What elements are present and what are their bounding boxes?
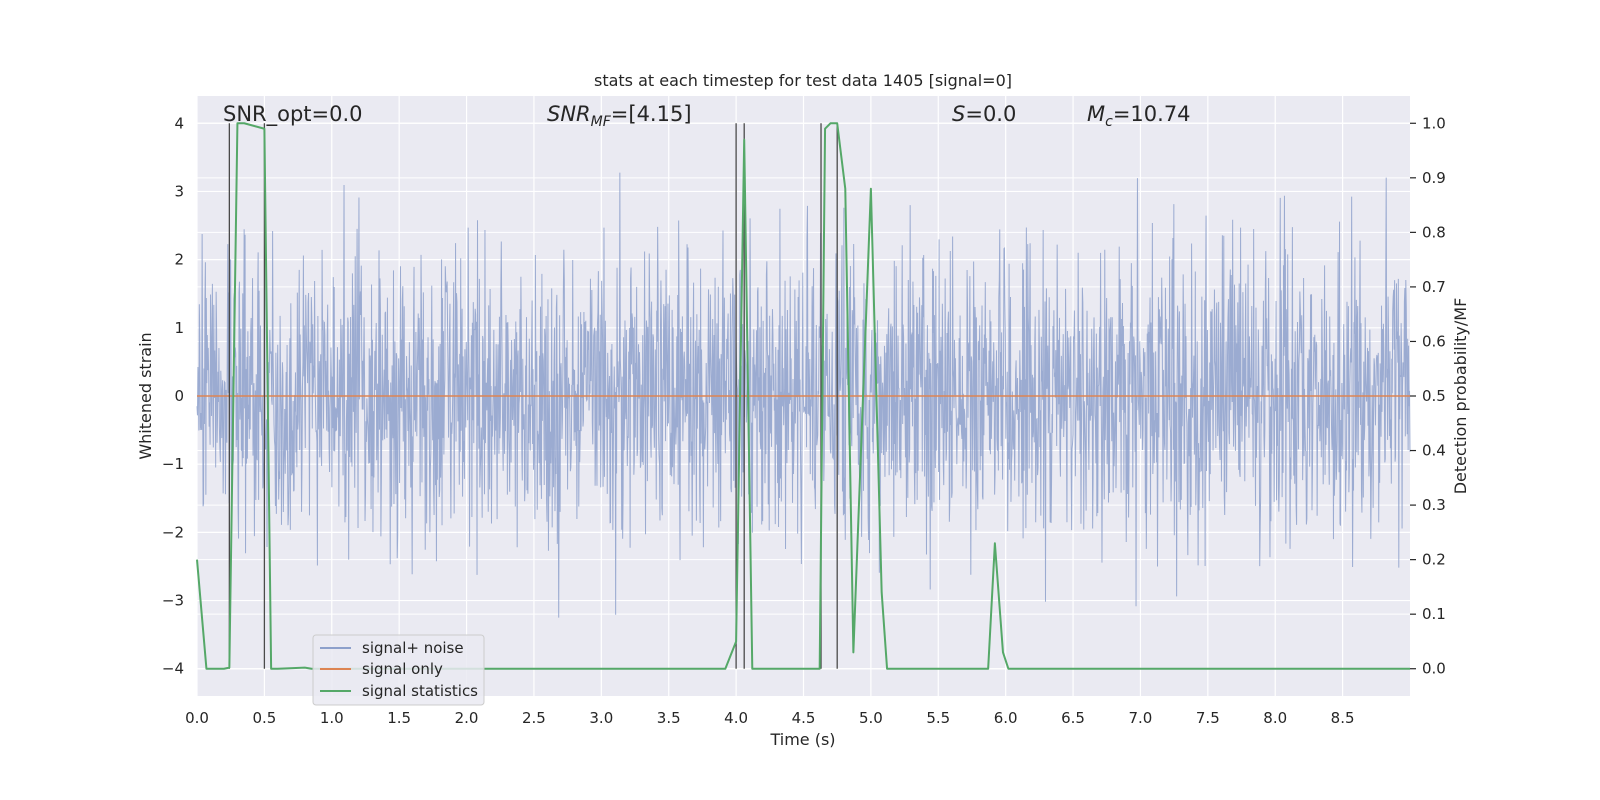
x-tick-label: 1.0 <box>320 709 344 727</box>
x-tick-label: 0.5 <box>252 709 276 727</box>
y-right-tick-label: 0.5 <box>1422 387 1446 405</box>
chart-title: stats at each timestep for test data 140… <box>594 71 1012 90</box>
y-right-tick-label: 0.0 <box>1422 660 1446 678</box>
x-tick-label: 5.5 <box>926 709 950 727</box>
y-right-tick-label: 0.2 <box>1422 551 1446 569</box>
y-tick-label: 2 <box>174 251 184 269</box>
y-axis-ticks: 4 3 2 1 0 −1 −2 −3 −4 <box>162 114 184 677</box>
x-tick-label: 2.0 <box>455 709 479 727</box>
x-tick-label: 5.0 <box>859 709 883 727</box>
y-tick-label: 0 <box>174 387 184 405</box>
y-right-tick-label: 0.4 <box>1422 442 1446 460</box>
x-tick-label: 8.0 <box>1263 709 1287 727</box>
snr-mf-main: SNR <box>547 102 591 126</box>
snr-mf-sub: MF <box>591 114 612 130</box>
s-annotation: S=0.0 <box>952 102 1016 126</box>
x-tick-label: 3.0 <box>589 709 613 727</box>
y-tick-label: −2 <box>162 523 184 541</box>
y-tick-label: 3 <box>174 182 184 200</box>
legend-label-statistics: signal statistics <box>362 682 478 700</box>
y-right-tick-label: 0.1 <box>1422 605 1446 623</box>
x-tick-label: 3.5 <box>657 709 681 727</box>
mc-annotation: Mc=10.74 <box>1087 102 1191 130</box>
noise-line <box>196 172 1411 618</box>
x-tick-label: 4.5 <box>792 709 816 727</box>
s-value: =0.0 <box>965 102 1016 126</box>
x-tick-label: 6.0 <box>994 709 1018 727</box>
y-right-tick-label: 0.3 <box>1422 496 1446 514</box>
signal-noise-series <box>196 172 1411 618</box>
y-right-tick-label: 1.0 <box>1422 114 1446 132</box>
legend-label-signal-only: signal only <box>362 660 443 678</box>
snr-mf-annotation: SNRMF=[4.15] <box>547 102 692 130</box>
snr-mf-value: =[4.15] <box>611 102 692 126</box>
mc-sub: c <box>1105 114 1113 130</box>
legend-box <box>312 634 485 706</box>
snr-opt-annotation: SNR_opt=0.0 <box>223 102 363 127</box>
mc-main: M <box>1087 102 1105 126</box>
statistics-line <box>196 122 1410 670</box>
y-right-tick-label: 0.6 <box>1422 332 1446 350</box>
signal-statistics-series <box>196 122 1410 670</box>
y-tick-label: −4 <box>162 660 184 678</box>
x-tick-label: 7.0 <box>1129 709 1153 727</box>
x-tick-label: 1.5 <box>387 709 411 727</box>
legend: signal+ noise signal only signal statist… <box>312 634 485 706</box>
y-tick-label: −3 <box>162 592 184 610</box>
y-right-tick-label: 0.7 <box>1422 278 1446 296</box>
y-right-tick-label: 0.9 <box>1422 169 1446 187</box>
x-tick-label: 8.5 <box>1331 709 1355 727</box>
y-tick-label: −1 <box>162 455 184 473</box>
y-axis-right-label: Detection probability/MF <box>1451 298 1470 495</box>
x-tick-label: 4.0 <box>724 709 748 727</box>
x-axis-label: Time (s) <box>769 730 835 749</box>
x-tick-label: 7.5 <box>1196 709 1220 727</box>
s-main: S <box>952 102 965 126</box>
x-axis-ticks: 0.0 0.5 1.0 1.5 2.0 2.5 3.0 3.5 4.0 4.5 5.0 5.5 6.0 6… <box>185 709 1354 727</box>
x-tick-label: 2.5 <box>522 709 546 727</box>
mc-value: =10.74 <box>1113 102 1191 126</box>
y-tick-label: 1 <box>174 319 184 337</box>
legend-label-noise: signal+ noise <box>362 639 464 657</box>
y-tick-label: 4 <box>174 114 184 132</box>
y-right-tick-label: 0.8 <box>1422 223 1446 241</box>
y-axis-right-ticks: 1.0 0.9 0.8 0.7 0.6 0.5 0.4 0.3 0.2 0.1 0.0 <box>1410 114 1446 678</box>
x-tick-label: 6.5 <box>1061 709 1085 727</box>
y-axis-label: Whitened strain <box>136 332 155 459</box>
x-tick-label: 0.0 <box>185 709 209 727</box>
